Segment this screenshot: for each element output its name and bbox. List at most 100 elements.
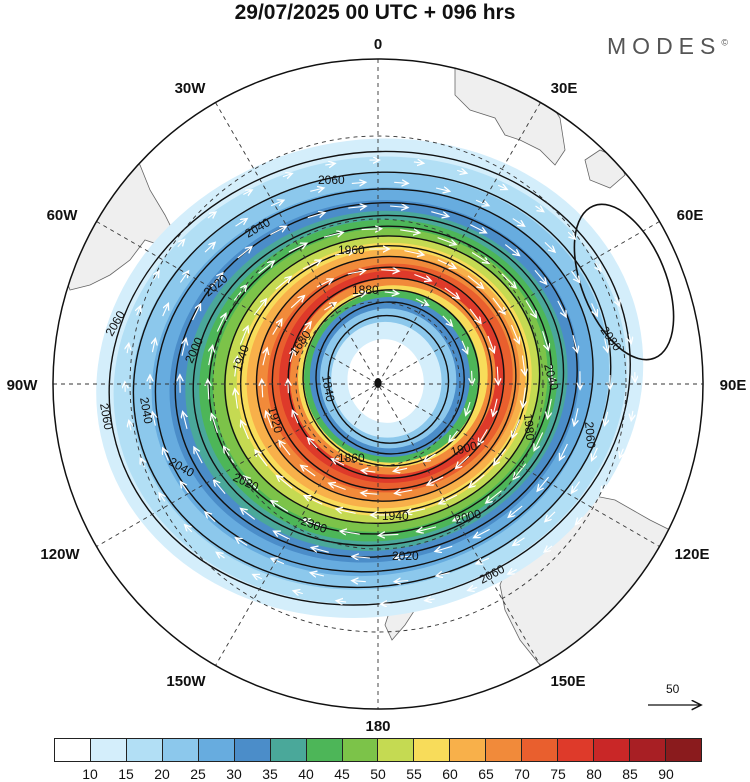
wind-vector xyxy=(439,494,458,504)
wind-vector xyxy=(444,287,460,299)
wind-vector xyxy=(262,348,267,366)
colorbar-swatch xyxy=(414,739,451,761)
wind-vector xyxy=(468,587,478,590)
wind-vector xyxy=(501,273,516,288)
colorbar-tick-label: 25 xyxy=(190,766,206,782)
wind-vector xyxy=(288,379,289,394)
wind-vector xyxy=(571,270,580,282)
wind-vector xyxy=(436,573,450,576)
wind-vector xyxy=(591,303,598,316)
wind-vector xyxy=(535,206,544,212)
wind-vector xyxy=(400,230,420,233)
wind-vector xyxy=(605,338,608,352)
wind-vector xyxy=(393,468,408,471)
wind-vector xyxy=(523,355,526,376)
wind-vector xyxy=(348,206,366,208)
wind-vector xyxy=(457,170,467,173)
colorbar-swatch xyxy=(306,739,343,761)
wind-vector xyxy=(282,174,292,177)
wind-vector xyxy=(545,511,556,522)
wind-vector xyxy=(255,450,268,467)
wind-vector xyxy=(361,470,376,472)
colorbar xyxy=(54,738,702,762)
wind-vector xyxy=(216,313,226,332)
colorbar-tick-label: 90 xyxy=(658,766,674,782)
wind-vector xyxy=(592,447,598,461)
lon-label-90w: 90W xyxy=(7,377,39,394)
colorbar-swatch xyxy=(486,739,523,761)
wind-vector xyxy=(352,556,370,558)
contour-label: 2000 xyxy=(453,506,483,527)
wind-vector xyxy=(469,308,481,323)
wind-vector xyxy=(316,279,333,288)
wind-vector xyxy=(235,389,238,409)
wind-vector xyxy=(631,410,633,421)
colorbar-swatch xyxy=(162,739,199,761)
wind-vectors xyxy=(125,160,635,604)
wind-vector xyxy=(435,188,450,191)
wind-vector xyxy=(271,558,285,565)
high-pressure-contour xyxy=(573,203,675,361)
longitude-labels: 0 30E 60E 90E 120E 150E 180 150W 120W 90… xyxy=(7,36,747,735)
colorbar-swatch xyxy=(558,739,595,761)
wind-vector xyxy=(325,163,335,165)
wind-vector xyxy=(352,581,366,582)
wind-vector xyxy=(620,448,624,458)
contour-label: 2060 xyxy=(318,173,345,187)
wind-vector xyxy=(508,505,523,517)
colorbar-swatch xyxy=(90,739,127,761)
height-contours xyxy=(108,150,631,606)
colorbar-tick-label: 60 xyxy=(442,766,458,782)
wind-vector xyxy=(279,441,291,456)
wind-vector xyxy=(497,366,498,385)
graticule xyxy=(53,59,703,709)
wind-vector xyxy=(573,334,577,352)
wind-vector xyxy=(192,304,201,321)
wind-vector xyxy=(266,411,273,429)
wind-vector xyxy=(302,260,321,270)
wind-vector xyxy=(466,401,470,415)
wind-vector xyxy=(293,591,303,594)
pole-marker xyxy=(374,378,382,388)
wind-vector xyxy=(513,463,527,480)
wind-vector xyxy=(307,213,325,219)
wind-vector xyxy=(275,277,291,290)
wind-vector xyxy=(185,525,193,533)
contour-label: 1860 xyxy=(338,451,365,465)
wind-vector xyxy=(270,200,284,206)
colorbar-swatch xyxy=(234,739,271,761)
wind-vector xyxy=(378,534,399,535)
wind-vector xyxy=(534,432,544,451)
wind-vector xyxy=(537,476,550,491)
lon-label-0: 0 xyxy=(374,36,382,53)
lon-label-120w: 120W xyxy=(40,546,80,563)
contour-label: 1940 xyxy=(382,509,409,523)
wind-vector xyxy=(233,285,247,301)
colorbar-tick-label: 55 xyxy=(406,766,422,782)
wind-vector xyxy=(304,496,323,505)
wind-vector xyxy=(629,333,631,344)
wind-vector xyxy=(334,251,355,255)
wind-vector xyxy=(129,420,131,431)
colorbar-swatch xyxy=(665,739,701,761)
wind-vector xyxy=(214,480,226,495)
wind-vector xyxy=(290,349,294,363)
colorbar-swatch xyxy=(522,739,559,761)
wind-vector xyxy=(154,271,159,280)
colorbar-tick-label: 45 xyxy=(334,766,350,782)
colorbar-tick-label: 10 xyxy=(82,766,98,782)
wind-vector xyxy=(211,414,218,433)
lon-label-180: 180 xyxy=(365,718,390,735)
wind-vector xyxy=(324,303,336,311)
wind-speed-shading xyxy=(96,138,644,618)
wind-vector xyxy=(557,300,566,317)
colorbar-tick-label: 70 xyxy=(514,766,530,782)
wind-vector xyxy=(274,531,290,540)
wind-vector xyxy=(435,545,453,551)
wind-vector xyxy=(352,293,367,296)
wind-vector xyxy=(508,570,517,575)
wind-vector xyxy=(504,244,519,256)
wind-vector xyxy=(224,447,235,464)
wind-vector xyxy=(567,231,575,239)
